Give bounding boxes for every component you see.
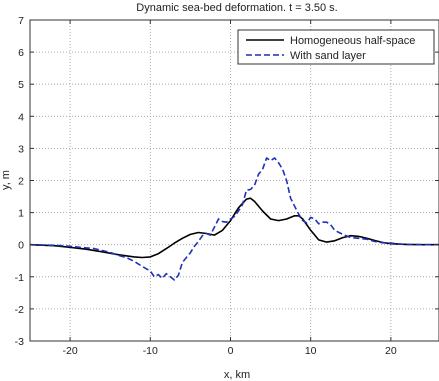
y-tick-label: 6	[18, 47, 24, 59]
grid-lines	[30, 20, 439, 341]
y-tick-label: 5	[18, 79, 24, 91]
axis-ticks	[30, 19, 439, 342]
y-tick-label: -1	[15, 272, 24, 284]
legend-label-sand-layer: With sand layer	[290, 50, 366, 62]
legend-box	[237, 29, 435, 65]
x-tick-label: 10	[305, 345, 317, 357]
y-tick-label: -3	[15, 336, 24, 348]
x-axis-label: x, km	[224, 369, 250, 381]
series-line-sand-layer	[29, 157, 439, 281]
y-tick-label: 3	[18, 143, 24, 155]
chart-title: Dynamic sea-bed deformation. t = 3.50 s.	[136, 2, 337, 14]
y-axis-label: y, m	[0, 170, 12, 190]
legend: Homogeneous half-space With sand layer	[237, 29, 435, 65]
y-tick-label: 0	[18, 240, 24, 252]
series-line-homogeneous	[29, 197, 439, 259]
y-tick-label: 1	[18, 208, 24, 220]
y-tick-label: 7	[18, 15, 24, 27]
series-lines	[29, 157, 439, 281]
x-tick-label: -10	[143, 345, 158, 357]
x-tick-label: 20	[385, 345, 397, 357]
legend-label-homogeneous: Homogeneous half-space	[290, 35, 415, 47]
y-tick-label: 4	[18, 111, 24, 123]
x-tick-label: 0	[228, 345, 234, 357]
y-tick-label: -2	[15, 304, 24, 316]
x-tick-label: -20	[63, 345, 78, 357]
y-tick-label: 2	[18, 176, 24, 188]
plot-area	[29, 19, 439, 342]
